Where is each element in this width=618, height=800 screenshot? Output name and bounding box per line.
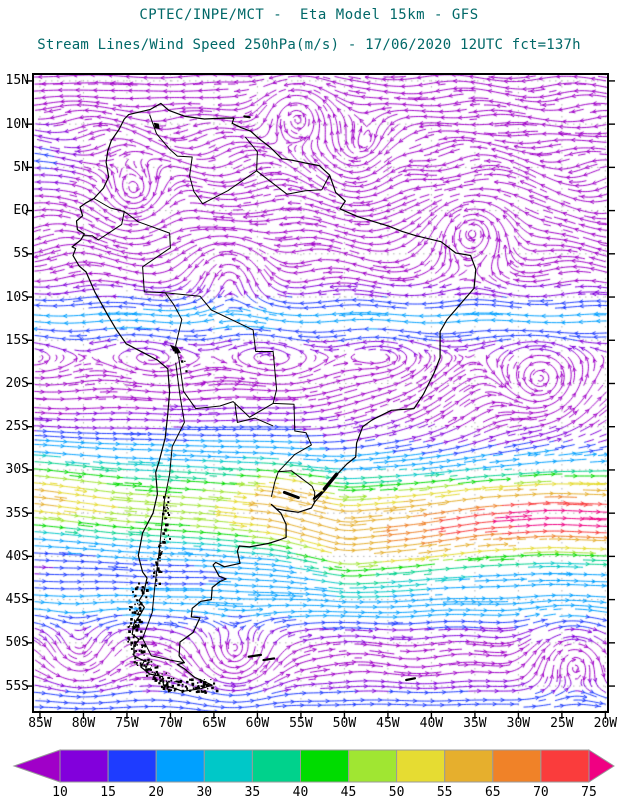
colorbar: 10 15 20 30 35 40 45 50 55 65 70 75	[0, 744, 618, 800]
colorbar-label: 40	[293, 785, 309, 800]
lat-tick-label: 40S	[0, 550, 29, 563]
lat-tick-label: 45S	[0, 593, 29, 606]
lon-tick-label: 60W	[238, 717, 276, 730]
chart-subtitle: Stream Lines/Wind Speed 250hPa(m/s) - 17…	[0, 37, 618, 53]
colorbar-label: 10	[52, 785, 68, 800]
lat-tick-label: 15N	[0, 74, 29, 87]
lat-tick-label: 5N	[0, 161, 29, 174]
colorbar-segment	[301, 750, 349, 782]
lon-tick-label: 45W	[369, 717, 407, 730]
colorbar-arrow-left	[14, 750, 60, 782]
colorbar-segment	[349, 750, 397, 782]
lon-tick-label: 75W	[108, 717, 146, 730]
lon-tick-label: 70W	[151, 717, 189, 730]
colorbar-arrow-right	[589, 750, 614, 782]
lat-tick-label: 35S	[0, 507, 29, 520]
lat-tick-label: 25S	[0, 420, 29, 433]
chart-title: CPTEC/INPE/MCT - Eta Model 15km - GFS	[0, 7, 618, 23]
colorbar-label: 35	[245, 785, 261, 800]
lon-tick-label: 85W	[21, 717, 59, 730]
lat-tick-label: 55S	[0, 680, 29, 693]
colorbar-segment	[493, 750, 541, 782]
lon-tick-label: 65W	[195, 717, 233, 730]
lon-tick-label: 20W	[586, 717, 618, 730]
colorbar-segment	[60, 750, 108, 782]
colorbar-segment	[156, 750, 204, 782]
lat-tick-label: EQ	[0, 204, 29, 217]
streamline-field-canvas	[33, 74, 608, 712]
colorbar-segment	[397, 750, 445, 782]
colorbar-segment	[108, 750, 156, 782]
colorbar-label: 70	[533, 785, 549, 800]
lon-tick-label: 30W	[499, 717, 537, 730]
colorbar-segment	[541, 750, 589, 782]
colorbar-label: 75	[581, 785, 597, 800]
lon-tick-label: 35W	[456, 717, 494, 730]
lon-tick-label: 40W	[412, 717, 450, 730]
colorbar-label: 55	[437, 785, 453, 800]
lat-tick-label: 5S	[0, 247, 29, 260]
lat-tick-label: 20S	[0, 377, 29, 390]
weather-chart-page: CPTEC/INPE/MCT - Eta Model 15km - GFS St…	[0, 0, 618, 800]
lon-tick-label: 80W	[64, 717, 102, 730]
colorbar-label: 50	[389, 785, 405, 800]
colorbar-segment	[204, 750, 252, 782]
lat-tick-label: 10N	[0, 118, 29, 131]
lon-tick-label: 55W	[282, 717, 320, 730]
colorbar-segment	[445, 750, 493, 782]
colorbar-segment	[252, 750, 300, 782]
lon-tick-label: 50W	[325, 717, 363, 730]
lat-tick-label: 50S	[0, 636, 29, 649]
colorbar-label: 15	[100, 785, 116, 800]
lat-tick-label: 15S	[0, 334, 29, 347]
colorbar-label: 65	[485, 785, 501, 800]
lon-tick-label: 25W	[543, 717, 581, 730]
colorbar-label: 20	[148, 785, 164, 800]
lat-tick-label: 30S	[0, 463, 29, 476]
colorbar-label: 45	[341, 785, 357, 800]
colorbar-label: 30	[196, 785, 212, 800]
lat-tick-label: 10S	[0, 291, 29, 304]
